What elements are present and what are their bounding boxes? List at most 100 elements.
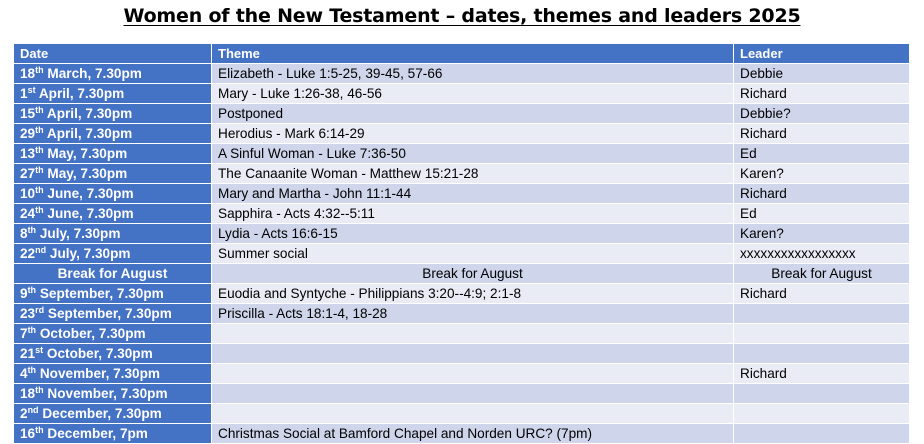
leader-cell xyxy=(733,343,910,364)
table-row: 24th June, 7.30pm Sapphira - Acts 4:32--5… xyxy=(13,203,910,224)
date-cell: 29th April, 7.30pm xyxy=(13,123,212,144)
date-suffix: th xyxy=(35,425,44,435)
schedule-body: 18th March, 7.30pm Elizabeth - Luke 1:5-2… xyxy=(13,63,910,444)
date-day: 8 xyxy=(20,226,28,241)
date-suffix: th xyxy=(35,65,44,75)
theme-cell xyxy=(211,323,734,344)
leader-cell: Ed xyxy=(733,143,910,164)
leader-cell xyxy=(733,383,910,404)
leader-column-header: Leader xyxy=(733,43,910,64)
date-cell: 23rd September, 7.30pm xyxy=(13,303,212,324)
date-column-header: Date xyxy=(13,43,212,64)
leader-cell: Richard xyxy=(733,83,910,104)
table-row: 29th April, 7.30pm Herodius - Mark 6:14-2… xyxy=(13,123,910,144)
theme-cell: Lydia - Acts 16:6-15 xyxy=(211,223,734,244)
theme-cell: Break for August xyxy=(211,263,734,284)
table-row: 2nd December, 7.30pm xyxy=(13,403,910,424)
table-row: 10th June, 7.30pm Mary and Martha - John … xyxy=(13,183,910,204)
date-suffix: th xyxy=(35,165,44,175)
theme-cell: Elizabeth - Luke 1:5-25, 39-45, 57-66 xyxy=(211,63,734,84)
date-day: 2 xyxy=(20,406,28,421)
date-rest: June, 7.30pm xyxy=(43,206,134,221)
date-cell: 7th October, 7.30pm xyxy=(13,323,212,344)
date-suffix: th xyxy=(27,285,37,295)
date-rest: September, 7.30pm xyxy=(44,306,172,321)
date-day: 15 xyxy=(20,106,36,121)
date-cell: 18th March, 7.30pm xyxy=(13,63,212,84)
theme-cell: The Canaanite Woman - Matthew 15:21-28 xyxy=(211,163,734,184)
schedule-table: Date Theme Leader 18th March, 7.30pm Eliz… xyxy=(13,43,910,444)
date-day: 7 xyxy=(20,326,28,341)
theme-cell: Summer social xyxy=(211,243,734,264)
leader-cell: Debbie xyxy=(733,63,910,84)
table-row: 18th March, 7.30pm Elizabeth - Luke 1:5-2… xyxy=(13,63,910,84)
theme-cell: Postponed xyxy=(211,103,734,124)
leader-cell: Karen? xyxy=(733,163,910,184)
date-rest: May, 7.30pm xyxy=(43,146,128,161)
date-cell: 18th November, 7.30pm xyxy=(13,383,212,404)
date-suffix: st xyxy=(35,345,44,355)
date-rest: May, 7.30pm xyxy=(43,166,128,181)
date-day: 4 xyxy=(20,366,28,381)
date-rest: October, 7.30pm xyxy=(36,326,146,341)
date-suffix: st xyxy=(27,85,36,95)
date-rest: December, 7pm xyxy=(43,426,148,441)
date-day: 16 xyxy=(20,426,36,441)
date-day: 1 xyxy=(20,86,28,101)
date-cell: 2nd December, 7.30pm xyxy=(13,403,212,424)
theme-cell: Sapphira - Acts 4:32--5:11 xyxy=(211,203,734,224)
table-row: 15th April, 7.30pm Postponed Debbie? xyxy=(13,103,910,124)
date-cell: 21st October, 7.30pm xyxy=(13,343,212,364)
date-cell: 22nd July, 7.30pm xyxy=(13,243,212,264)
date-suffix: th xyxy=(35,105,44,115)
leader-cell: Richard xyxy=(733,123,910,144)
theme-cell: Herodius - Mark 6:14-29 xyxy=(211,123,734,144)
date-rest: October, 7.30pm xyxy=(43,346,153,361)
leader-cell xyxy=(733,303,910,324)
table-header-row: Date Theme Leader xyxy=(13,43,910,64)
leader-cell xyxy=(733,423,910,444)
theme-cell xyxy=(211,403,734,424)
date-suffix: th xyxy=(35,385,44,395)
table-row: 4th November, 7.30pm Richard xyxy=(13,363,910,384)
theme-cell xyxy=(211,383,734,404)
date-day: 18 xyxy=(20,66,36,81)
date-day: 29 xyxy=(20,126,36,141)
date-cell: 16th December, 7pm xyxy=(13,423,212,444)
theme-cell xyxy=(211,343,734,364)
leader-cell: Richard xyxy=(733,363,910,384)
leader-cell: Karen? xyxy=(733,223,910,244)
theme-cell: Christmas Social at Bamford Chapel and N… xyxy=(211,423,734,444)
date-cell: 27th May, 7.30pm xyxy=(13,163,212,184)
leader-cell: Ed xyxy=(733,203,910,224)
date-rest: July, 7.30pm xyxy=(36,226,121,241)
date-cell: 15th April, 7.30pm xyxy=(13,103,212,124)
date-cell: 1st April, 7.30pm xyxy=(13,83,212,104)
table-row: 23rd September, 7.30pm Priscilla - Acts 1… xyxy=(13,303,910,324)
date-day: 23 xyxy=(20,306,36,321)
theme-column-header: Theme xyxy=(211,43,734,64)
theme-cell: Mary and Martha - John 11:1-44 xyxy=(211,183,734,204)
leader-cell xyxy=(733,403,910,424)
table-row: Break for August Break for August Break fo… xyxy=(13,263,910,284)
date-rest: November, 7.30pm xyxy=(36,366,160,381)
date-cell: 9th September, 7.30pm xyxy=(13,283,212,304)
table-row: 16th December, 7pm Christmas Social at Ba… xyxy=(13,423,910,444)
date-day: 10 xyxy=(20,186,36,201)
date-suffix: th xyxy=(27,365,37,375)
date-day: 9 xyxy=(20,286,28,301)
table-row: 1st April, 7.30pm Mary - Luke 1:26-38, 46… xyxy=(13,83,910,104)
date-text: Break for August xyxy=(57,266,168,281)
theme-cell: Priscilla - Acts 18:1-4, 18-28 xyxy=(211,303,734,324)
leader-cell xyxy=(733,323,910,344)
leader-cell: Richard xyxy=(733,183,910,204)
page-title: Women of the New Testament – dates, them… xyxy=(123,5,801,27)
table-row: 27th May, 7.30pm The Canaanite Woman - Ma… xyxy=(13,163,910,184)
table-row: 22nd July, 7.30pm Summer social xxxxxxxxxx… xyxy=(13,243,910,264)
date-day: 22 xyxy=(20,246,36,261)
date-day: 24 xyxy=(20,206,36,221)
theme-cell: Mary - Luke 1:26-38, 46-56 xyxy=(211,83,734,104)
date-rest: April, 7.30pm xyxy=(43,106,133,121)
date-suffix: nd xyxy=(27,405,39,415)
date-day: 21 xyxy=(20,346,36,361)
